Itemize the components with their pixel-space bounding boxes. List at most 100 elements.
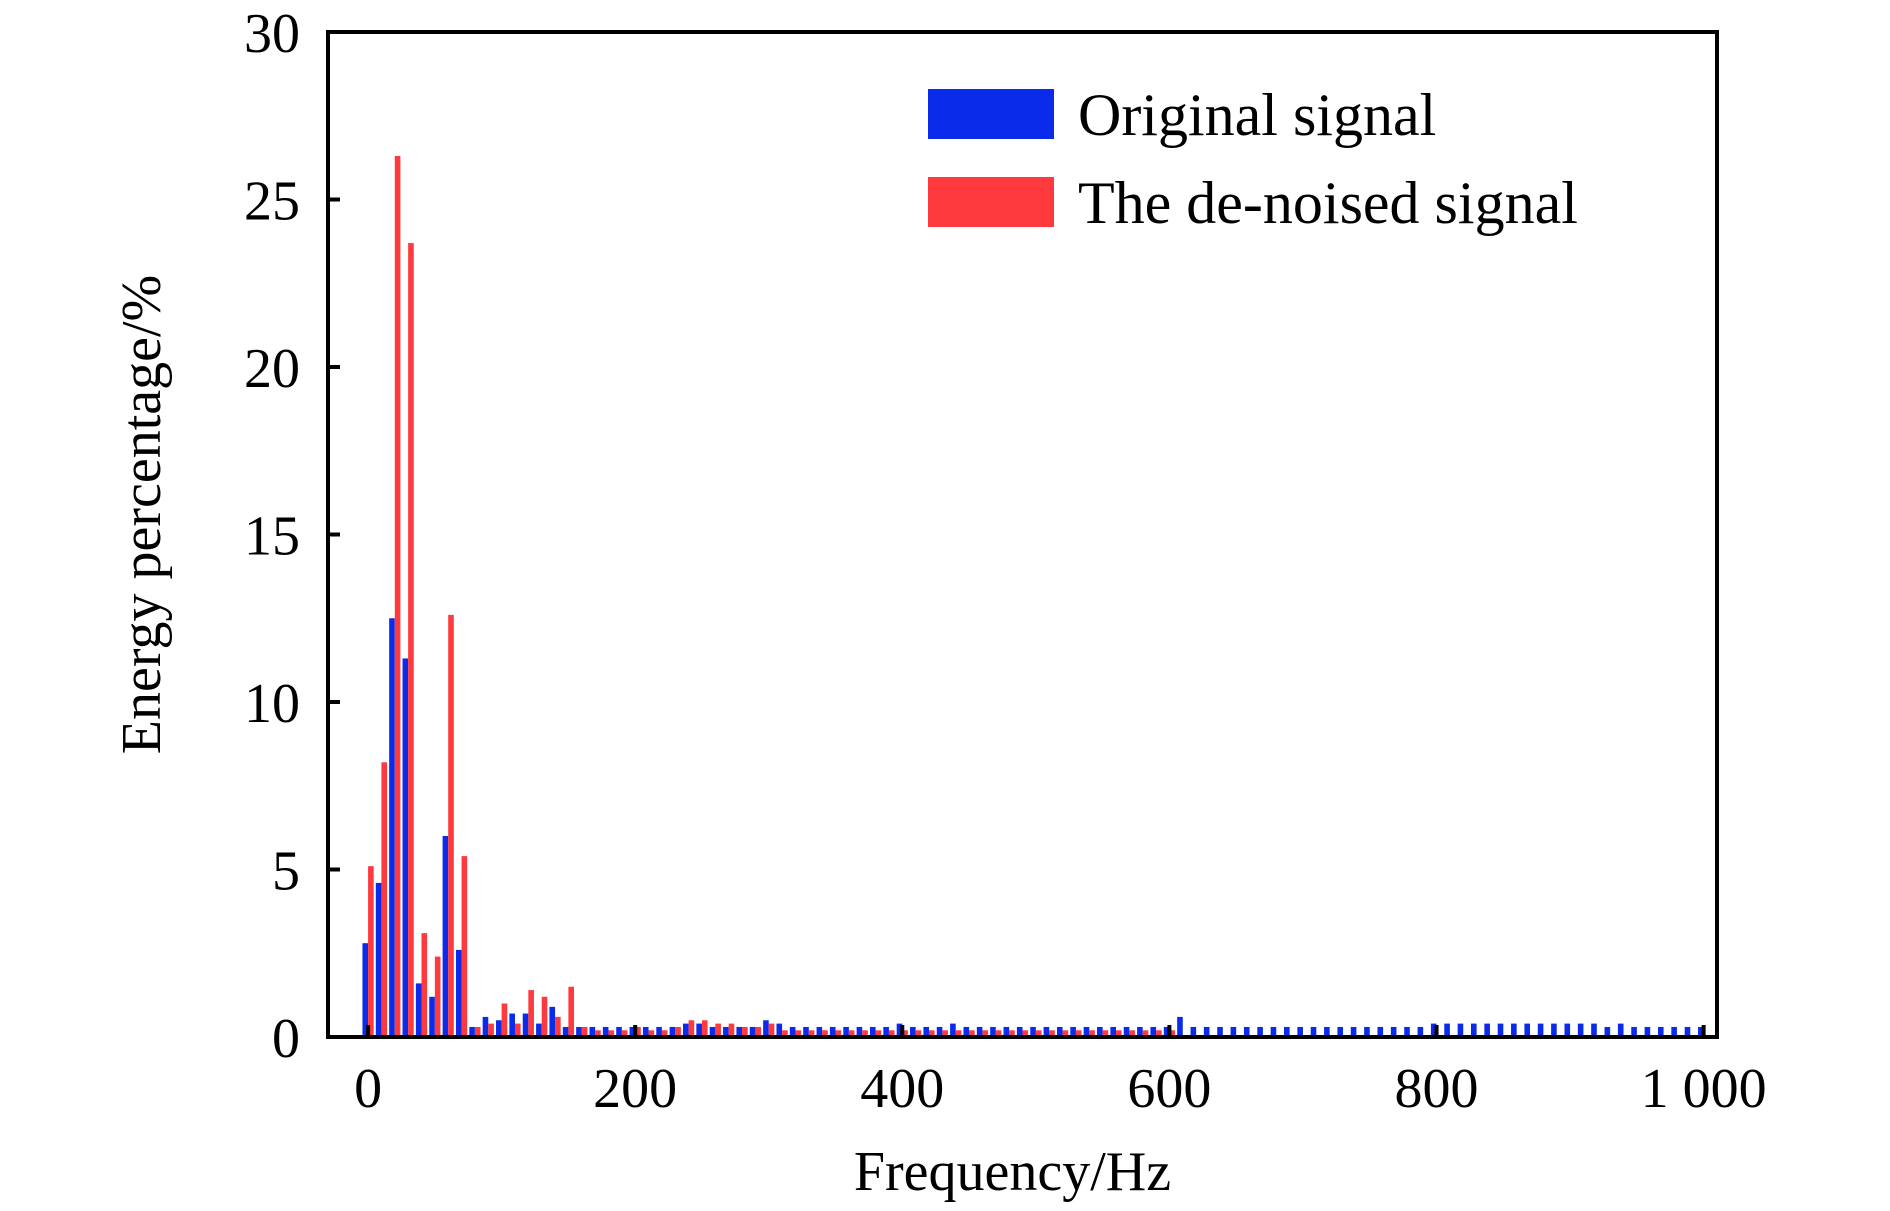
bar-denoised-600 <box>1169 1030 1176 1037</box>
bar-original-900 <box>1564 1023 1571 1037</box>
bar-original-810 <box>1444 1023 1450 1037</box>
bar-denoised-70 <box>461 856 468 1037</box>
bar-original-30 <box>402 658 409 1037</box>
bar-original-440 <box>950 1023 956 1037</box>
bar-original-950 <box>1631 1026 1637 1037</box>
bar-original-430 <box>936 1026 943 1037</box>
bar-denoised-350 <box>835 1030 842 1037</box>
bar-denoised-320 <box>795 1030 802 1037</box>
bar-original-760 <box>1377 1026 1384 1037</box>
bar-original-750 <box>1364 1026 1370 1037</box>
bar-denoised-280 <box>742 1026 748 1037</box>
bar-denoised-160 <box>581 1026 588 1037</box>
bar-original-60 <box>442 836 449 1037</box>
bar-denoised-550 <box>1102 1030 1109 1037</box>
bar-denoised-440 <box>955 1030 962 1037</box>
bar-original-360 <box>843 1026 849 1037</box>
bar-denoised-190 <box>621 1030 628 1037</box>
bar-original-320 <box>789 1026 796 1037</box>
bar-denoised-370 <box>862 1030 868 1037</box>
bar-denoised-490 <box>1022 1030 1029 1037</box>
bar-denoised-60 <box>448 614 454 1037</box>
bar-denoised-170 <box>595 1030 601 1037</box>
bar-original-940 <box>1617 1023 1624 1037</box>
bar-original-150 <box>562 1026 569 1037</box>
bar-original-830 <box>1470 1023 1477 1037</box>
bar-original-780 <box>1404 1026 1410 1037</box>
bar-original-620 <box>1190 1026 1197 1037</box>
bar-original-80 <box>469 1026 475 1037</box>
bar-original-710 <box>1310 1026 1317 1037</box>
bar-denoised-10 <box>381 762 388 1037</box>
bar-original-300 <box>763 1020 769 1037</box>
bar-original-800 <box>1430 1023 1437 1037</box>
bar-denoised-580 <box>1142 1030 1149 1037</box>
y-tick-label: 5 <box>272 841 300 903</box>
bar-original-480 <box>1003 1026 1010 1037</box>
x-tick-label: 800 <box>1395 1058 1479 1120</box>
bar-original-280 <box>736 1026 743 1037</box>
bar-original-120 <box>522 1013 529 1037</box>
bar-original-20 <box>389 618 395 1037</box>
bar-original-260 <box>709 1026 716 1037</box>
bar-original-340 <box>816 1026 823 1037</box>
y-tick-label: 15 <box>244 506 300 568</box>
bar-denoised-390 <box>888 1030 895 1037</box>
bar-original-690 <box>1284 1026 1290 1037</box>
bar-denoised-570 <box>1129 1030 1135 1037</box>
bar-original-720 <box>1324 1026 1330 1037</box>
bar-denoised-380 <box>875 1030 882 1037</box>
bar-denoised-230 <box>675 1026 681 1037</box>
bar-original-860 <box>1511 1023 1517 1037</box>
bar-original-730 <box>1337 1026 1344 1037</box>
bar-denoised-150 <box>568 986 575 1037</box>
bar-denoised-500 <box>1035 1030 1042 1037</box>
bar-original-930 <box>1604 1026 1611 1037</box>
bar-denoised-90 <box>488 1023 494 1037</box>
bar-original-140 <box>549 1006 556 1037</box>
y-axis: 0 5 10 15 20 25 30 <box>244 3 340 1070</box>
bar-original-980 <box>1671 1026 1677 1037</box>
bar-original-530 <box>1070 1026 1076 1037</box>
bar-original-840 <box>1484 1023 1490 1037</box>
bar-denoised-130 <box>541 996 548 1037</box>
bar-original-270 <box>723 1026 729 1037</box>
bars-layer <box>362 155 1704 1038</box>
bar-original-100 <box>496 1020 502 1037</box>
bar-original-670 <box>1257 1026 1263 1037</box>
bar-original-630 <box>1203 1026 1210 1037</box>
bar-original-290 <box>749 1026 756 1037</box>
legend-label-original: Original signal <box>1078 82 1436 148</box>
bar-original-0 <box>362 943 369 1037</box>
bar-denoised-300 <box>768 1023 775 1037</box>
bar-original-160 <box>576 1026 582 1037</box>
bar-denoised-20 <box>394 155 401 1037</box>
bar-original-820 <box>1457 1023 1464 1037</box>
bar-original-580 <box>1137 1026 1143 1037</box>
y-tick-label: 25 <box>244 171 300 233</box>
bar-original-500 <box>1030 1026 1036 1037</box>
bar-original-420 <box>923 1026 930 1037</box>
bar-original-50 <box>429 996 435 1037</box>
bar-original-130 <box>536 1023 542 1037</box>
bar-original-600 <box>1163 1026 1170 1037</box>
bar-original-520 <box>1056 1026 1063 1037</box>
bar-original-70 <box>455 949 462 1037</box>
bar-denoised-420 <box>929 1030 935 1037</box>
x-tick-label: 0 <box>354 1058 382 1120</box>
bar-original-470 <box>990 1026 996 1037</box>
x-tick-label: 400 <box>860 1058 944 1120</box>
bar-original-400 <box>896 1023 903 1037</box>
bar-original-90 <box>482 1016 489 1037</box>
bar-denoised-430 <box>942 1030 948 1037</box>
bar-original-650 <box>1230 1026 1237 1037</box>
bar-denoised-30 <box>408 243 414 1038</box>
bar-denoised-340 <box>822 1030 828 1037</box>
bar-denoised-290 <box>755 1026 761 1037</box>
bar-original-790 <box>1417 1026 1424 1037</box>
bar-original-910 <box>1577 1023 1584 1037</box>
bar-denoised-270 <box>728 1023 735 1037</box>
bar-original-560 <box>1110 1026 1116 1037</box>
bar-denoised-0 <box>368 866 374 1037</box>
